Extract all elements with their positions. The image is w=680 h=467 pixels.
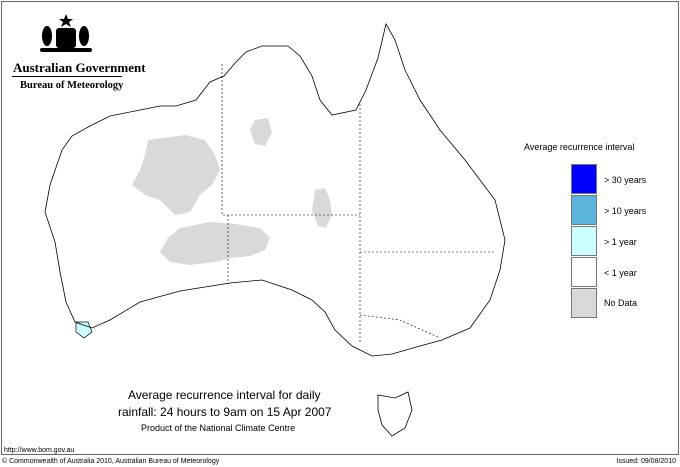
over-1-year-area xyxy=(75,321,93,339)
legend-title: Average recurrence interval xyxy=(524,142,635,152)
copyright-text: © Commonwealth of Australia 2010, Austra… xyxy=(2,458,220,465)
legend-swatch-30-years xyxy=(571,164,597,194)
tasmania-coastline xyxy=(377,391,413,437)
legend-swatch-1-year xyxy=(571,226,597,256)
coat-of-arms-logo xyxy=(40,14,92,52)
legend-label: No Data xyxy=(604,298,638,308)
map-title-line1: Average recurrence interval for daily xyxy=(128,388,321,402)
map-border xyxy=(1,1,679,455)
legend-label: > 10 years xyxy=(604,206,647,216)
government-name: Australian Government xyxy=(13,60,146,75)
legend-swatch-under-1-year xyxy=(571,257,597,287)
legend-swatch-10-years xyxy=(571,195,597,225)
state-borders xyxy=(221,64,496,342)
issued-date: Issued: 09/08/2010 xyxy=(616,458,676,465)
product-credit: Product of the National Climate Centre xyxy=(141,423,296,433)
legend-label: < 1 year xyxy=(604,268,637,278)
website-link[interactable]: http://www.bom.gov.au xyxy=(4,447,75,454)
logo-divider xyxy=(12,76,122,77)
mainland-coastline xyxy=(44,22,506,357)
legend-label: > 1 year xyxy=(604,237,637,247)
legend-label: > 30 years xyxy=(604,175,647,185)
legend-swatch-no-data xyxy=(571,288,597,318)
no-data-areas xyxy=(132,118,332,265)
map-title-line2: rainfall: 24 hours to 9am on 15 Apr 2007 xyxy=(118,405,332,419)
bureau-name: Bureau of Meteorology xyxy=(20,80,124,91)
